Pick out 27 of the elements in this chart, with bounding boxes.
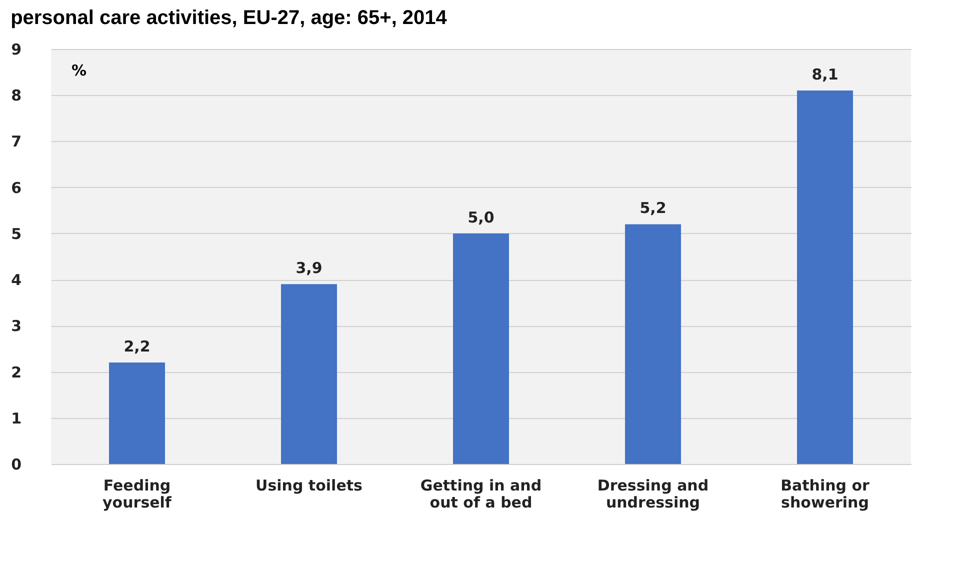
bar	[625, 224, 681, 464]
bar	[109, 362, 165, 464]
data-label: 8,1	[812, 66, 838, 84]
data-label: 5,2	[640, 199, 666, 218]
x-tick-label: Dressing and undressing	[597, 476, 709, 512]
chart-title: personal care activities, EU-27, age: 65+, 2014	[10, 7, 448, 29]
data-label: 3,9	[296, 259, 322, 278]
x-tick-label: Feeding yourself	[102, 476, 172, 512]
y-tick-label: 3	[11, 317, 22, 336]
x-tick-label: Using toilets	[256, 476, 363, 494]
y-tick-label: 9	[11, 40, 22, 58]
bar	[797, 90, 853, 464]
y-tick-label: 7	[11, 132, 22, 151]
y-tick-label: 0	[11, 456, 22, 474]
y-tick-label: 4	[11, 271, 22, 290]
y-axis-title: %	[72, 62, 87, 80]
bar	[281, 284, 337, 464]
data-label: 5,0	[468, 208, 494, 226]
y-tick-label: 1	[11, 409, 22, 428]
x-tick-label: Bathing or showering	[780, 476, 870, 512]
y-tick-label: 5	[11, 224, 22, 243]
y-tick-label: 8	[11, 86, 22, 105]
x-tick-label: Getting in and out of a bed	[420, 476, 542, 512]
y-tick-label: 6	[11, 178, 22, 197]
data-label: 2,2	[124, 338, 150, 356]
bar	[453, 233, 509, 464]
y-tick-label: 2	[11, 363, 22, 382]
